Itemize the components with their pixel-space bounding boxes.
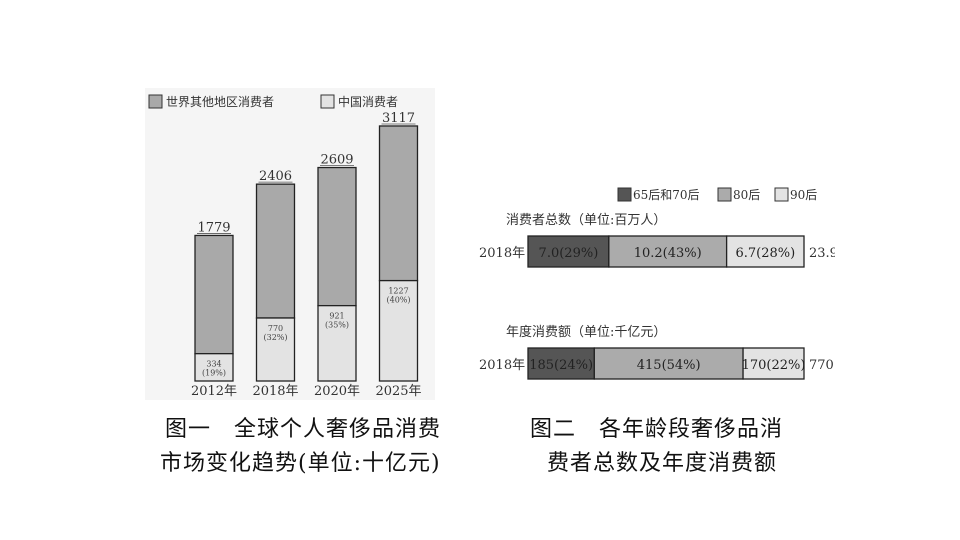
hbar-segment-1-2: [608, 235, 728, 268]
hbar-segment-2-2: [593, 347, 744, 380]
china-share-2018年: (32%): [263, 333, 287, 342]
china-value-2020年: 921: [329, 312, 344, 321]
panel-total-2: 770: [809, 358, 834, 373]
legend-swatch-1: [148, 94, 163, 109]
chart1-caption-line2: 市场变化趋势(单位:十亿元): [160, 451, 441, 476]
total-label-2018年: 2406: [259, 169, 292, 184]
bar-rest-of-world-2025年: [378, 125, 419, 282]
hbar-label-2-2: 415(54%): [637, 358, 701, 373]
panel-total-1: 23.9: [809, 246, 835, 261]
legend-label-1: 世界其他地区消费者: [166, 95, 274, 109]
panel-title-1: 消费者总数（单位:百万人）: [506, 213, 666, 228]
legend2-label-3: 90后: [790, 188, 817, 202]
total-label-2025年: 3117: [382, 111, 415, 126]
legend-label-2: 中国消费者: [338, 94, 398, 109]
bar-china-2012年: [194, 353, 234, 382]
chart1-caption-line1: 图一 全球个人奢侈品消费: [165, 417, 442, 442]
panel-title-2: 年度消费额（单位:千亿元）: [506, 324, 666, 340]
china-value-2012年: 334: [206, 360, 221, 369]
panel-category-1: 2018年: [479, 246, 525, 261]
chart2-caption-line2: 费者总数及年度消费额: [547, 451, 778, 476]
chart2-container: 65后和70后 80后 90后消费者总数（单位:百万人） 2018年 7.0(29%) 1…: [470, 180, 838, 390]
china-share-2012年: (19%): [202, 369, 226, 378]
china-share-2020年: (35%): [325, 321, 349, 330]
hbar-label-2-1: 185(24%): [529, 358, 593, 373]
chart2-caption-line1: 图二 各年龄段奢侈品消: [530, 417, 784, 442]
panel-category-2: 2018年: [479, 358, 525, 373]
hbar-segment-2-1: [527, 347, 595, 380]
legend2-label-2: 80后: [733, 188, 760, 202]
legend2-swatch-1: [617, 187, 632, 202]
hbar-segment-1-3: [725, 235, 805, 268]
hbar-label-2-3: 170(22%): [742, 358, 806, 373]
china-value-2018年: 770: [268, 324, 283, 333]
hbar-label-1-3: 6.7(28%): [735, 246, 795, 261]
total-label-2020年: 2609: [320, 153, 353, 168]
hbar-label-1-1: 7.0(29%): [539, 246, 599, 261]
bar-rest-of-world-2012年: [194, 234, 234, 355]
bar-rest-of-world-2018年: [255, 183, 296, 319]
hbar-segment-2-3: [742, 347, 805, 380]
x-tick-2020年: 2020年: [314, 384, 360, 399]
x-tick-2012年: 2012年: [191, 384, 237, 399]
bar-rest-of-world-2020年: [317, 166, 357, 307]
bar-china-2020年: [317, 304, 357, 382]
x-tick-2025年: 2025年: [375, 384, 421, 399]
legend-swatch-2: [320, 94, 335, 109]
hbar-segment-1-1: [527, 235, 610, 268]
china-value-2025年: 1227: [388, 287, 408, 296]
bar-china-2018年: [255, 317, 296, 382]
legend2-swatch-2: [717, 187, 732, 202]
legend2-swatch-3: [774, 187, 789, 202]
x-tick-2018年: 2018年: [252, 384, 298, 399]
china-share-2025年: (40%): [386, 296, 410, 305]
chart1-container: 世界其他地区消费者 中国消费者 1779 334 (19%) 2012年 2406 770 (3…: [145, 88, 435, 400]
total-label-2012年: 1779: [197, 220, 230, 235]
legend2-label-1: 65后和70后: [633, 188, 700, 202]
bar-china-2025年: [378, 279, 419, 382]
chart1-svg: 世界其他地区消费者 中国消费者1779334(19%)2012年2406770(3…: [148, 94, 422, 399]
hbar-label-1-2: 10.2(43%): [634, 246, 702, 261]
